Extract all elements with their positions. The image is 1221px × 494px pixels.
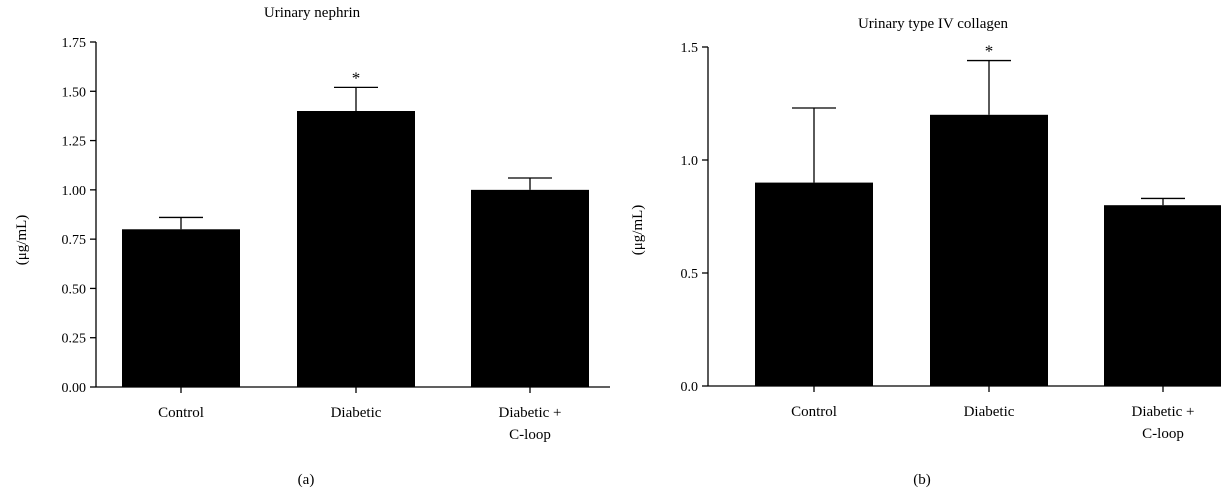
chart-a-title: Urinary nephrin: [264, 5, 361, 21]
chart-b-y-tick-label-1: 0.5: [681, 267, 699, 282]
chart-b-category-label-2-0: Diabetic +: [1131, 404, 1194, 420]
chart-b-bar-1: [930, 114, 1048, 387]
chart-b-bar-2: [1104, 205, 1221, 386]
chart-b-category-label-1-0: Diabetic: [964, 404, 1015, 420]
chart-b-svg: Urinary type IV collagen (μg/mL) (b) 0.0…: [630, 16, 1221, 488]
chart-a-y-tick-label-2: 0.50: [62, 282, 87, 297]
chart-a-category-label-2-1: C-loop: [509, 427, 551, 443]
chart-a-y-tick-label-7: 1.75: [62, 36, 87, 51]
chart-b-category-label-2-1: C-loop: [1142, 426, 1184, 442]
chart-a-category-label-0-0: Control: [158, 405, 204, 421]
chart-b-significance-mark-1: *: [985, 42, 994, 61]
chart-b-panel-label: (b): [913, 472, 931, 488]
chart-b-category-label-0-0: Control: [791, 404, 837, 420]
chart-a-y-tick-label-4: 1.00: [62, 184, 87, 199]
chart-a-category-label-2-0: Diabetic +: [498, 405, 561, 421]
chart-b-y-tick-label-0: 0.0: [681, 380, 699, 395]
chart-a-category-label-1-0: Diabetic: [331, 405, 382, 421]
chart-a-significance-mark-1: *: [352, 68, 361, 87]
chart-a-y-tick-label-5: 1.25: [62, 135, 87, 150]
chart-a-y-tick-label-1: 0.25: [62, 332, 87, 347]
chart-a-y-tick-label-0: 0.00: [62, 381, 87, 396]
chart-panel-a: Urinary nephrin (μg/mL) (a) 0.00 0.25 0.50…: [0, 0, 610, 494]
chart-panel-b: Urinary type IV collagen (μg/mL) (b) 0.0…: [611, 0, 1221, 494]
chart-a-bar-1: [297, 111, 415, 387]
chart-a-y-tick-label-6: 1.50: [62, 85, 87, 100]
chart-a-y-axis-label: (μg/mL): [14, 215, 30, 266]
chart-b-y-tick-label-2: 1.0: [681, 154, 699, 169]
chart-a-bar-2: [471, 189, 589, 387]
chart-a-y-tick-label-3: 0.75: [62, 233, 87, 248]
chart-b-bar-0: [755, 182, 873, 386]
chart-a-bar-0: [122, 229, 240, 387]
chart-a-svg: Urinary nephrin (μg/mL) (a) 0.00 0.25 0.50…: [14, 5, 610, 488]
chart-b-title: Urinary type IV collagen: [858, 16, 1009, 32]
chart-b-y-tick-label-3: 1.5: [681, 41, 699, 56]
chart-b-y-axis-label: (μg/mL): [630, 205, 646, 256]
chart-a-panel-label: (a): [298, 472, 315, 488]
